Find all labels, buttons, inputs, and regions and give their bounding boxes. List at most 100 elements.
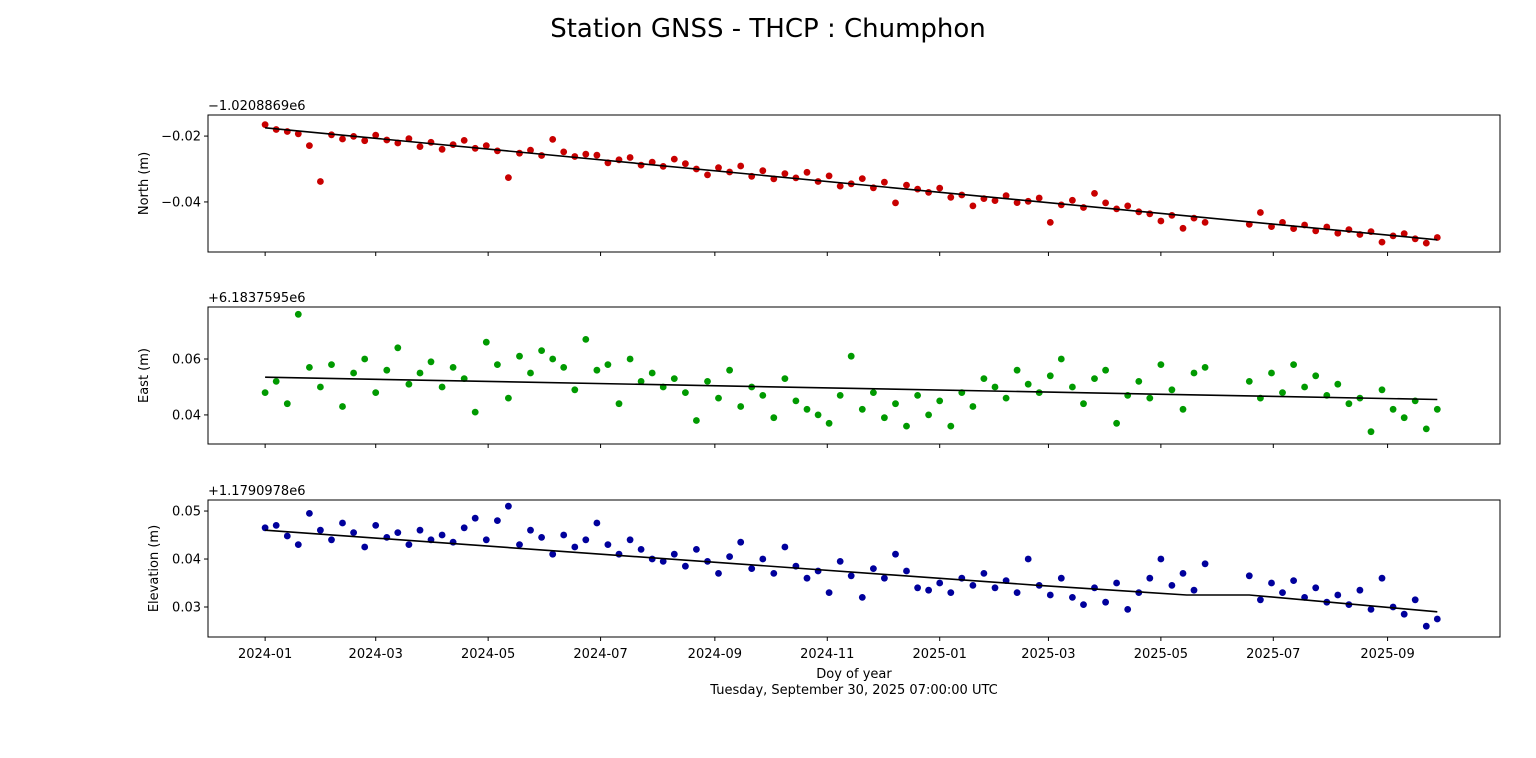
data-point [261, 524, 269, 532]
data-point [1433, 405, 1441, 413]
data-point [1268, 369, 1275, 377]
data-point [814, 411, 822, 419]
data-point [471, 514, 479, 522]
data-point [538, 534, 545, 541]
data-point [460, 524, 468, 532]
data-point [372, 389, 380, 396]
data-point [571, 386, 579, 394]
data-point [449, 538, 457, 546]
data-point [1002, 394, 1010, 402]
data-point [1190, 586, 1198, 594]
data-point [527, 146, 534, 154]
data-point [1290, 577, 1297, 584]
data-point [306, 364, 313, 371]
data-point [549, 355, 557, 363]
x-tick-label: 2024-09 [688, 647, 742, 662]
data-point [361, 355, 369, 363]
data-point [737, 162, 745, 170]
data-point [991, 197, 999, 205]
data-point [892, 550, 899, 558]
data-point [626, 536, 634, 544]
data-point [1146, 574, 1154, 582]
panel-elevation: 0.05 0.04 0.03 2024-01 2024-03 2024-05 2024-07… [147, 484, 1501, 662]
data-point [261, 121, 269, 128]
data-point [1201, 364, 1209, 371]
data-point [770, 570, 778, 577]
y-axis-label: Elevation (m) [147, 525, 162, 612]
data-point [1422, 622, 1430, 630]
data-point [715, 164, 722, 172]
data-point [405, 135, 413, 143]
data-point [1157, 555, 1165, 563]
data-point [1157, 217, 1165, 225]
data-point [1422, 239, 1430, 247]
data-point [670, 155, 678, 163]
data-point [1179, 224, 1187, 232]
data-point [781, 543, 789, 551]
data-point [1046, 219, 1054, 226]
data-point [726, 553, 733, 560]
data-point [1257, 209, 1264, 216]
data-point [1411, 596, 1419, 604]
data-point [1179, 570, 1187, 577]
data-point [350, 529, 357, 536]
data-point [416, 143, 424, 151]
data-point [615, 400, 623, 408]
data-point [637, 546, 645, 553]
data-point [1091, 190, 1098, 197]
data-point [615, 550, 623, 558]
data-point [1201, 219, 1209, 226]
x-tick-label: 2024-07 [573, 647, 627, 662]
data-point [1113, 419, 1120, 427]
data-point [1334, 591, 1342, 599]
data-point [781, 170, 789, 178]
y-tick-label: −0.04 [161, 195, 201, 210]
data-point [317, 383, 324, 391]
trend-line [265, 529, 1438, 613]
data-point [1135, 378, 1143, 385]
data-point [527, 526, 534, 534]
data-point [317, 178, 324, 185]
y-offset-label: +6.1837595e6 [208, 291, 305, 306]
data-point [1245, 572, 1253, 580]
data-point [1091, 375, 1098, 382]
data-point [803, 405, 811, 413]
data-point [516, 352, 523, 360]
data-point [881, 414, 888, 422]
data-point [925, 586, 932, 594]
data-point [748, 565, 756, 572]
data-point [648, 158, 656, 166]
data-point [527, 369, 534, 377]
data-point [682, 389, 689, 396]
data-point [372, 522, 380, 529]
data-point [1312, 227, 1320, 235]
y-axis-label: East (m) [137, 348, 152, 403]
data-point [914, 392, 921, 399]
axes-frame [207, 499, 1501, 638]
y-axis-label: North (m) [137, 152, 152, 215]
data-point [516, 541, 523, 548]
data-points [261, 310, 1441, 436]
data-point [1157, 361, 1165, 368]
data-point [294, 310, 302, 318]
data-point [1002, 192, 1010, 200]
data-point [494, 517, 501, 524]
data-point [737, 403, 745, 410]
axes-frame [207, 114, 1501, 253]
data-point [405, 380, 413, 388]
data-point [272, 522, 280, 529]
data-point [759, 555, 767, 563]
data-point [781, 375, 789, 382]
axes-frame [207, 306, 1501, 445]
data-point [715, 394, 722, 402]
data-point [1400, 414, 1408, 422]
data-point [881, 574, 888, 582]
data-point [825, 419, 833, 427]
data-point [549, 550, 557, 558]
data-point [582, 336, 590, 343]
data-point [328, 536, 335, 544]
y-offset-label: −1.0208869e6 [208, 99, 305, 114]
y-tick-label: 0.04 [172, 408, 201, 423]
x-tick-label: 2024-03 [349, 647, 403, 662]
